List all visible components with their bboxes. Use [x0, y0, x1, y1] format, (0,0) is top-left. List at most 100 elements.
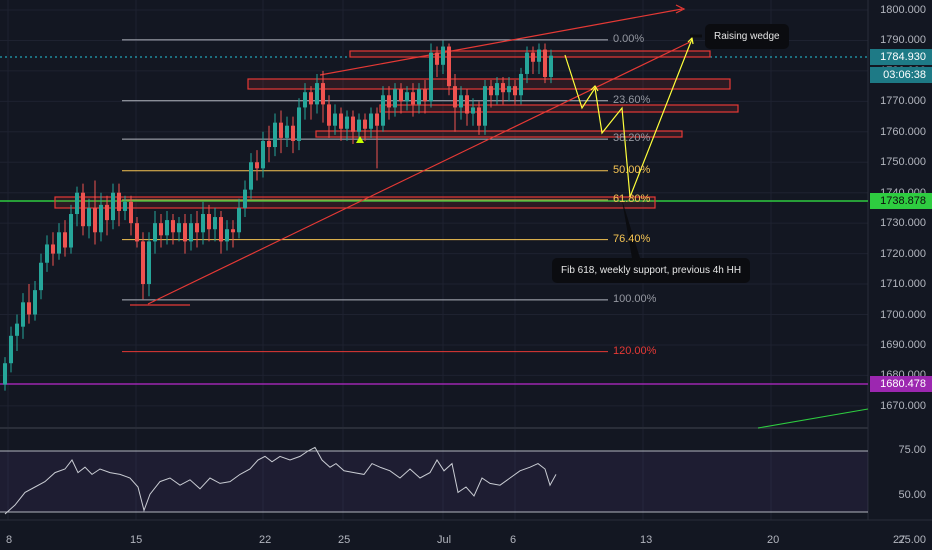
candle-body [513, 86, 517, 96]
price-tick-label: 1700.000 [880, 308, 926, 321]
support-level-badge: 1738.878 [870, 193, 932, 209]
date-tick-label: 15 [130, 534, 143, 546]
candle-body [441, 46, 445, 65]
rsi-tick-label: 75.00 [898, 444, 926, 456]
candle-body [123, 201, 127, 211]
price-tick-label: 1760.000 [880, 125, 926, 138]
rsi-tick-label: 25.00 [898, 534, 926, 546]
candle-body [519, 73, 523, 96]
candle-body [459, 95, 463, 108]
fib-level-label: 23.60% [613, 93, 651, 106]
candle-body [303, 92, 307, 108]
current-price-badge: 1784.930 [870, 49, 932, 65]
date-tick-label: Jul [437, 534, 452, 546]
candle-body [219, 217, 223, 242]
arrow-head-icon [687, 36, 694, 45]
candle-body [423, 89, 427, 102]
candle-body [207, 214, 211, 230]
fib-level-label: 61.80% [613, 193, 651, 205]
price-tick-label: 1670.000 [880, 399, 926, 412]
candle-body [351, 116, 355, 132]
candle-body [69, 214, 73, 248]
candle-body [159, 223, 163, 236]
candle-body [171, 220, 175, 233]
candle-body [249, 162, 253, 190]
candle-body [435, 52, 439, 65]
arrow-head-icon [675, 4, 686, 14]
candle-body [387, 95, 391, 108]
price-tick-label: 1750.000 [880, 156, 926, 169]
candle-body [147, 241, 151, 285]
price-tick-label: 1770.000 [880, 95, 926, 108]
candle-body [447, 46, 451, 87]
candle-body [15, 323, 19, 336]
arrow-head-icon [590, 85, 599, 92]
green-trend-line [757, 408, 869, 429]
candle-body [177, 223, 181, 233]
candle-body [99, 204, 103, 233]
candle-body [381, 95, 385, 126]
fib-level-label: 0.00% [613, 32, 645, 45]
candle-body [405, 92, 409, 102]
candle-body [291, 125, 295, 141]
price-tick-label: 1790.000 [880, 34, 926, 47]
price-tick-label: 1730.000 [880, 217, 926, 230]
candle-body [279, 122, 283, 138]
wedge-callout: Raising wedge [705, 24, 789, 49]
candle-body [501, 83, 505, 93]
resistance-zone [54, 196, 656, 209]
candle-body [333, 113, 337, 126]
countdown-badge: 03:06:38 [870, 67, 932, 83]
candle-body [273, 122, 277, 148]
candle-body [339, 113, 343, 129]
wedge-lower-line [147, 41, 691, 305]
candle-body [141, 241, 145, 285]
candle-body [87, 207, 91, 227]
price-tick-label: 1710.000 [880, 278, 926, 291]
date-tick-label: 13 [640, 534, 653, 546]
callout-pointer [622, 200, 640, 258]
candle-body [105, 204, 109, 221]
resistance-zone [379, 104, 739, 113]
candle-body [189, 223, 193, 242]
date-tick-label: 6 [510, 534, 517, 546]
candle-body [417, 89, 421, 105]
candle-body [129, 201, 133, 224]
candle-body [165, 220, 169, 236]
candle-body [255, 162, 259, 169]
candle-body [225, 229, 229, 242]
date-tick-label: 22 [259, 534, 272, 546]
candle-body [393, 89, 397, 108]
fib-level-label: 100.00% [613, 292, 657, 305]
purple-level-badge: 1680.478 [870, 376, 932, 392]
candle-body [543, 49, 547, 77]
candle-body [45, 244, 49, 263]
candle-body [183, 223, 187, 242]
candle-body [453, 86, 457, 108]
candle-body [21, 302, 25, 327]
candle-body [267, 140, 271, 148]
candle-body [315, 83, 319, 105]
projection-path [564, 38, 693, 198]
candle-body [237, 207, 241, 233]
candle-body [231, 229, 235, 233]
fib-level-label: 76.40% [613, 232, 651, 245]
candle-body [477, 107, 481, 126]
candle-body [369, 113, 373, 129]
candle-body [153, 223, 157, 242]
candle-body [9, 335, 13, 364]
candle-body [111, 192, 115, 221]
candle-body [345, 116, 349, 129]
candle-body [81, 192, 85, 227]
rsi-tick-label: 50.00 [898, 489, 926, 501]
date-tick-label: 20 [767, 534, 780, 546]
candle-body [3, 363, 7, 385]
candle-body [531, 52, 535, 62]
candle-body [495, 83, 499, 96]
candle-body [483, 86, 487, 126]
candle-body [57, 232, 61, 254]
rsi-band [0, 451, 868, 512]
date-tick-label: 8 [6, 534, 13, 546]
wedge-upper-line [319, 8, 683, 76]
